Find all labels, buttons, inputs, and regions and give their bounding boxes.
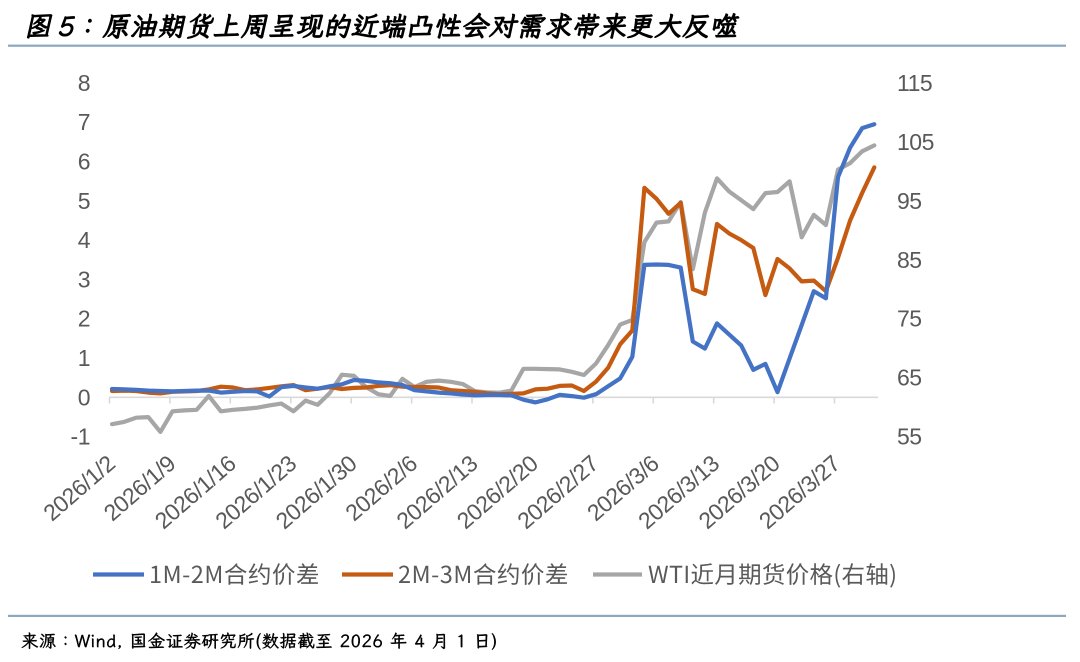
svg-text:75: 75: [897, 306, 922, 332]
svg-text:7: 7: [78, 109, 90, 135]
svg-text:55: 55: [897, 424, 922, 450]
svg-text:105: 105: [897, 129, 934, 155]
svg-text:0: 0: [78, 384, 90, 410]
svg-text:-1: -1: [71, 424, 90, 450]
svg-text:65: 65: [897, 365, 922, 391]
svg-text:85: 85: [897, 247, 922, 273]
svg-text:1: 1: [78, 345, 90, 371]
svg-text:6: 6: [78, 149, 90, 175]
svg-text:115: 115: [897, 70, 932, 96]
svg-text:95: 95: [897, 188, 922, 214]
svg-text:4: 4: [78, 227, 91, 253]
svg-text:5: 5: [78, 188, 90, 214]
svg-text:3: 3: [78, 266, 90, 292]
svg-text:2: 2: [78, 306, 90, 332]
svg-text:8: 8: [78, 70, 90, 96]
